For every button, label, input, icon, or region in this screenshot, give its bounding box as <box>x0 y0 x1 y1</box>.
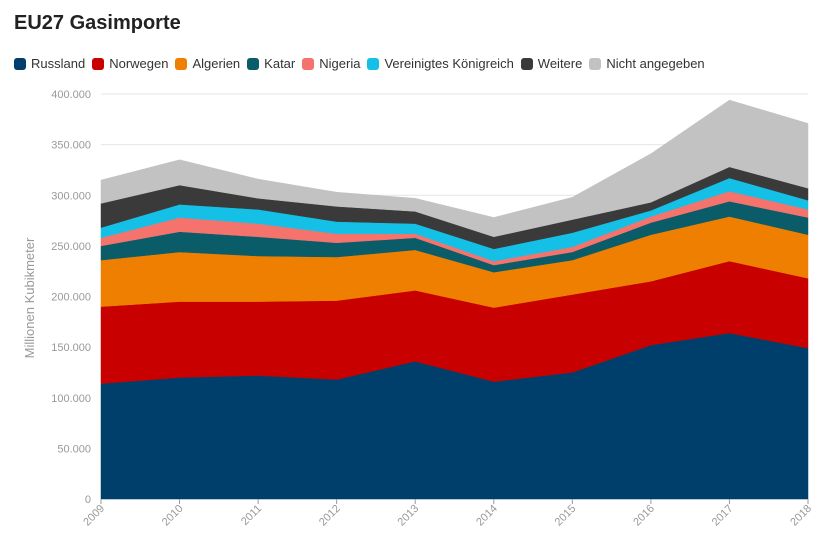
y-tick-label: 250.000 <box>51 241 91 253</box>
legend-label: Katar <box>264 56 296 71</box>
y-tick-label: 50.000 <box>57 443 91 455</box>
y-tick-label: 150.000 <box>51 342 91 354</box>
x-tick-label: 2018 <box>788 503 814 529</box>
x-tick-label: 2015 <box>553 503 579 529</box>
x-tick-label: 2012 <box>317 503 343 529</box>
x-tick-label: 2017 <box>710 503 736 529</box>
legend-label: Algerien <box>192 56 241 71</box>
y-tick-label: 300.000 <box>51 190 91 202</box>
legend-item: Weitere <box>520 56 583 71</box>
legend-label: Russland <box>31 56 86 71</box>
legend-label: Nicht angegeben <box>606 56 705 71</box>
y-tick-label: 200.000 <box>51 292 91 304</box>
legend-label: Nigeria <box>319 56 361 71</box>
legend: Russland Norwegen Algerien Katar Nigeria Vere… <box>14 56 712 71</box>
legend-swatch <box>367 57 380 70</box>
legend-label: Weitere <box>537 56 583 71</box>
legend-swatch <box>247 57 260 70</box>
chart-title: EU27 Gasimporte <box>14 12 181 34</box>
legend-swatch <box>302 57 315 70</box>
y-tick-label: 0 <box>85 494 91 506</box>
legend-swatch <box>175 57 188 70</box>
x-tick-label: 2009 <box>81 503 107 529</box>
legend-item: Vereinigtes Königreich <box>367 56 514 71</box>
x-tick-label: 2013 <box>396 503 422 529</box>
legend-item: Russland <box>14 56 85 71</box>
y-axis-title: Millionen Kubikmeter <box>22 237 37 358</box>
legend-item: Algerien <box>175 56 240 71</box>
legend-label: Norwegen <box>109 56 169 71</box>
x-tick-label: 2011 <box>239 503 264 528</box>
legend-item: Nigeria <box>302 56 360 71</box>
y-tick-label: 400.000 <box>51 89 91 101</box>
x-tick-label: 2014 <box>474 503 500 529</box>
legend-label: Vereinigtes Königreich <box>384 56 514 71</box>
x-tick-label: 2010 <box>160 503 186 529</box>
area-series <box>100 99 809 238</box>
y-tick-label: 100.000 <box>51 393 91 405</box>
legend-swatch <box>520 57 533 70</box>
legend-swatch <box>14 57 26 70</box>
legend-item: Nicht angegeben <box>589 56 705 71</box>
legend-swatch <box>92 57 105 70</box>
legend-item: Katar <box>247 56 295 71</box>
legend-swatch <box>589 57 602 70</box>
y-tick-label: 350.000 <box>51 140 91 152</box>
x-tick-label: 2016 <box>631 503 657 529</box>
legend-item: Norwegen <box>92 56 168 71</box>
